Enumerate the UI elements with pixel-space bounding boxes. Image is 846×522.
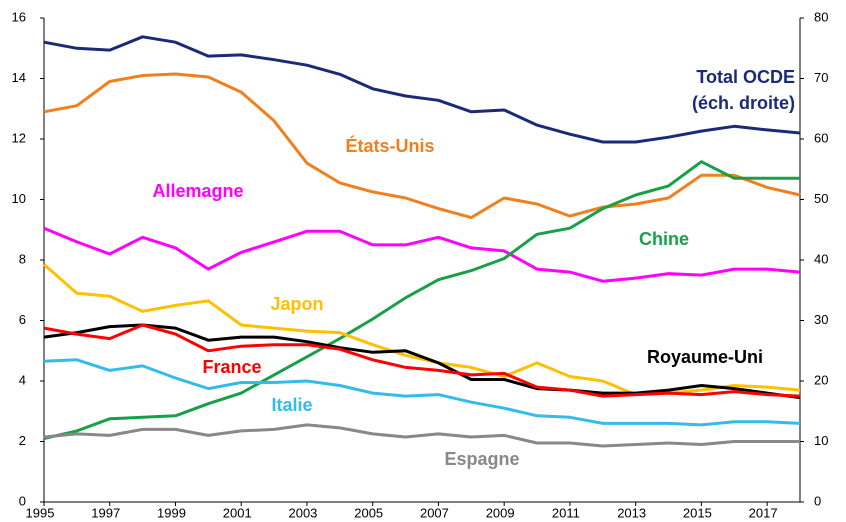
series-label: Chine — [639, 229, 689, 249]
x-tick-label: 2011 — [552, 505, 580, 520]
series-label: États-Unis — [345, 135, 434, 156]
series-label: Allemagne — [152, 181, 243, 201]
y2-tick-label: 10 — [814, 433, 828, 448]
y-tick-label: 10 — [12, 191, 26, 206]
series-line — [43, 358, 801, 427]
series-line — [43, 160, 800, 440]
x-tick-label: 1997 — [91, 505, 120, 520]
y-tick-label: 8 — [19, 251, 26, 266]
x-tick-label: 2005 — [354, 505, 383, 520]
y2-tick-label: 0 — [814, 493, 821, 508]
series-label: France — [202, 357, 261, 377]
y2-tick-label: 70 — [814, 70, 828, 85]
y-tick-label: 2 — [19, 433, 26, 448]
x-tick-label: 2007 — [420, 505, 449, 520]
y-tick-label: 4 — [19, 372, 26, 387]
y-tick-label: 6 — [19, 312, 26, 327]
series-label: Japon — [270, 294, 323, 314]
y-tick-label: 12 — [12, 130, 26, 145]
y2-tick-label: 50 — [814, 191, 828, 206]
annotation: (éch. droite) — [692, 93, 795, 113]
x-tick-label: 2015 — [683, 505, 712, 520]
series-line — [43, 323, 801, 400]
series-label: Espagne — [444, 449, 519, 469]
y2-tick-label: 60 — [814, 130, 828, 145]
y2-tick-label: 20 — [814, 372, 828, 387]
y-tick-label: 0 — [19, 493, 26, 508]
x-tick-label: 2001 — [223, 505, 252, 520]
x-tick-label: 2003 — [288, 505, 317, 520]
y-tick-label: 16 — [12, 9, 26, 24]
series-line — [43, 226, 801, 283]
series-label: Royaume-Uni — [647, 347, 763, 367]
series-line — [43, 423, 800, 448]
y2-tick-label: 80 — [814, 9, 828, 24]
x-tick-label: 1995 — [26, 505, 55, 520]
x-tick-label: 1999 — [157, 505, 186, 520]
y2-tick-label: 40 — [814, 251, 828, 266]
series-line — [43, 323, 801, 398]
series-line — [43, 72, 801, 220]
y2-tick-label: 30 — [814, 312, 828, 327]
series-line — [43, 35, 801, 144]
x-tick-label: 2009 — [486, 505, 515, 520]
series-label: Total OCDE — [696, 67, 795, 87]
x-tick-label: 2013 — [617, 505, 646, 520]
y-tick-label: 14 — [12, 70, 26, 85]
series-label: Italie — [271, 395, 312, 415]
x-tick-label: 2017 — [749, 505, 778, 520]
